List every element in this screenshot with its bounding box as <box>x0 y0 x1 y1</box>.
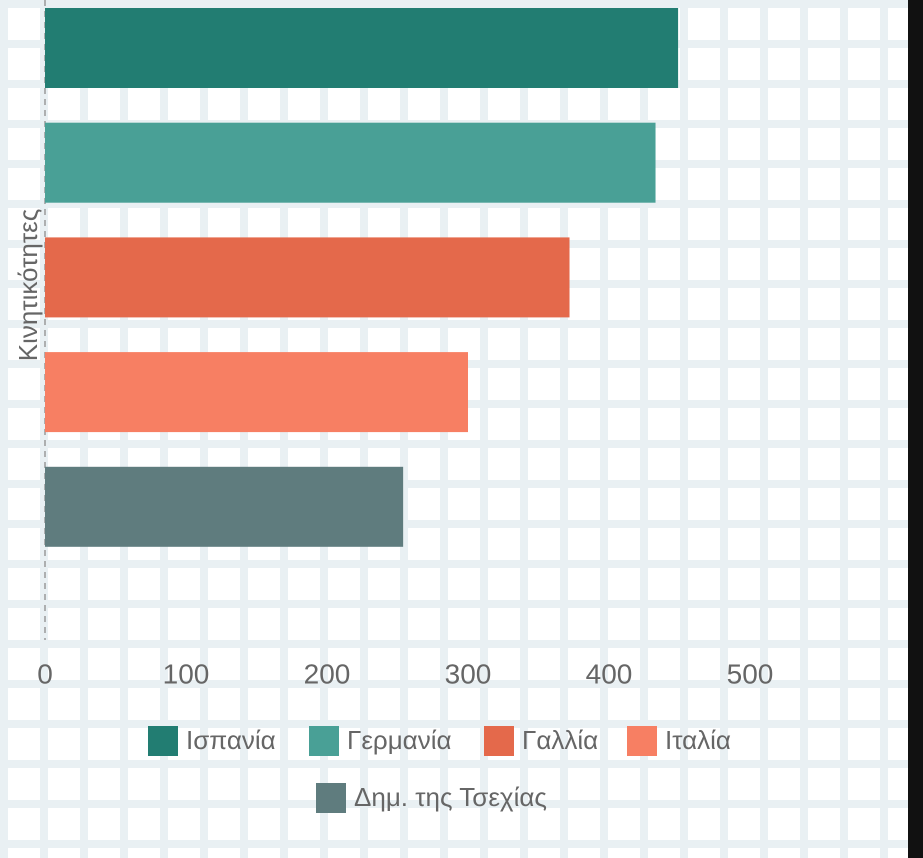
x-tick-label: 200 <box>304 658 351 689</box>
legend-swatch <box>148 726 178 756</box>
x-tick-label: 400 <box>586 658 633 689</box>
bg-line <box>0 640 923 648</box>
bg-line <box>0 200 923 208</box>
y-axis-label: Κινητικότητες <box>13 209 43 362</box>
legend-swatch <box>316 783 346 813</box>
bg-line <box>0 560 923 568</box>
bg-line <box>0 520 923 528</box>
bg-line <box>0 600 923 608</box>
bar <box>45 352 468 433</box>
bg-line <box>0 320 923 328</box>
bg-line <box>0 0 923 8</box>
legend-swatch <box>627 726 657 756</box>
bg-line <box>0 760 923 768</box>
x-tick-label: 300 <box>445 658 492 689</box>
x-tick-label: 0 <box>37 658 53 689</box>
legend-label: Ισπανία <box>186 725 276 755</box>
legend-label: Ιταλία <box>665 725 731 755</box>
bar <box>45 466 404 547</box>
bar <box>45 8 679 88</box>
bar <box>45 122 656 203</box>
bg-line <box>0 840 923 848</box>
legend-label: Γαλλία <box>522 725 598 755</box>
bg-line <box>0 480 923 488</box>
legend-label: Δημ. της Τσεχίας <box>354 782 547 812</box>
bg-line <box>0 680 923 688</box>
legend-label: Γερμανία <box>347 725 452 755</box>
side-strip <box>908 0 923 858</box>
bg-line <box>0 800 923 808</box>
legend-swatch <box>309 726 339 756</box>
bg-line <box>0 440 923 448</box>
x-tick-label: 500 <box>727 658 774 689</box>
legend-swatch <box>484 726 514 756</box>
bar <box>45 237 570 318</box>
x-tick-label: 100 <box>163 658 210 689</box>
bg-line <box>0 720 923 728</box>
